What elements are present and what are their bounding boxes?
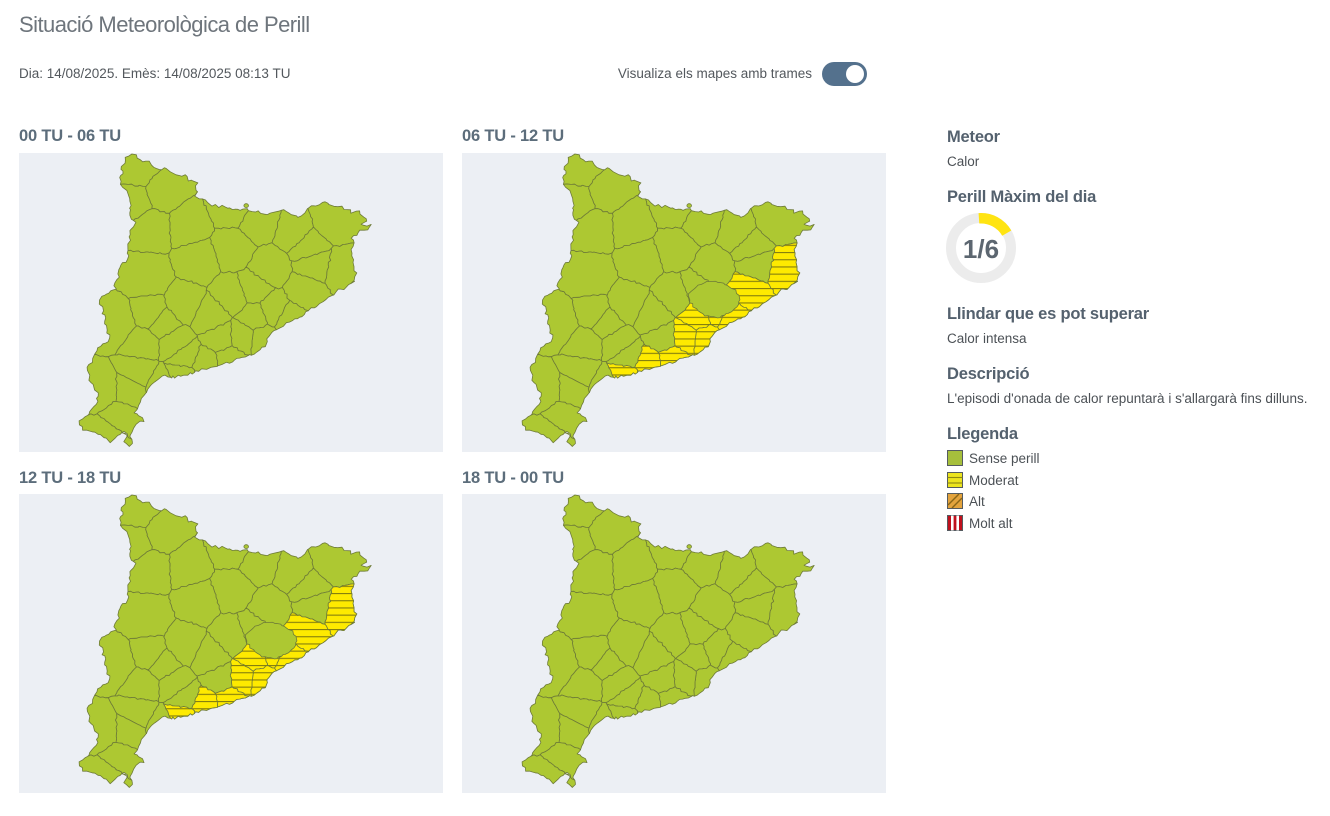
svg-text:1/6: 1/6 <box>963 234 999 264</box>
